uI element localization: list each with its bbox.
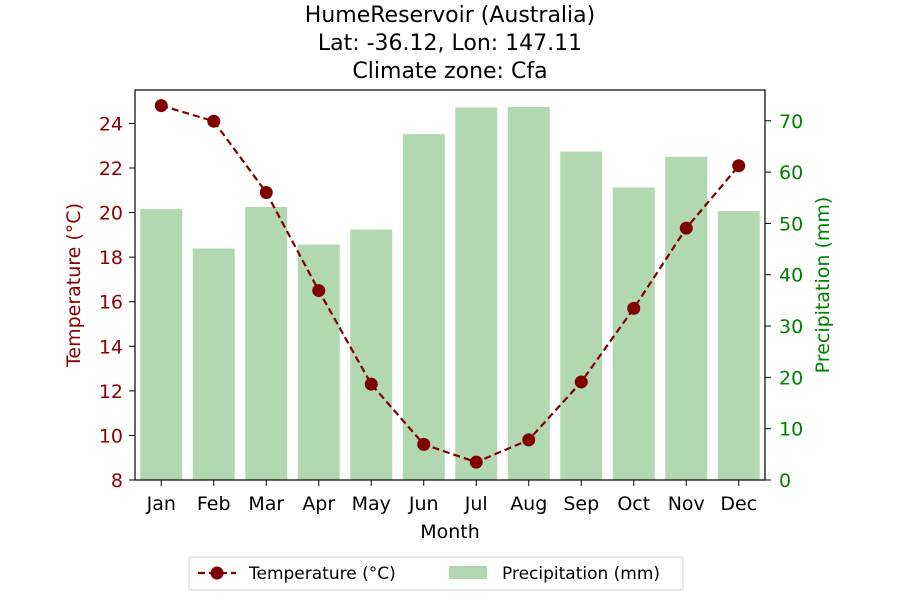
chart-title-line-2: Lat: -36.12, Lon: 147.11	[318, 31, 582, 56]
x-tick-label: May	[352, 493, 391, 515]
legend-precipitation-swatch	[449, 566, 487, 579]
precipitation-bar-may	[350, 229, 393, 480]
temperature-point-apr	[312, 284, 326, 298]
temperature-point-jul	[469, 455, 483, 469]
temperature-point-nov	[679, 221, 693, 235]
x-axis-label: Month	[420, 521, 480, 543]
left-y-tick-label: 24	[99, 113, 123, 135]
x-tick-label: Apr	[302, 493, 335, 515]
x-tick-label: Oct	[617, 493, 650, 515]
x-tick-label: Jul	[464, 493, 488, 515]
precipitation-bar-nov	[665, 156, 708, 481]
right-y-tick-label: 40	[779, 265, 803, 287]
precipitation-bar-apr	[297, 244, 340, 480]
x-tick-label: Jan	[146, 493, 176, 515]
left-y-tick-label: 8	[111, 470, 123, 492]
left-y-tick-label: 14	[99, 336, 123, 358]
precipitation-bar-jul	[455, 107, 498, 481]
x-tick-label: Jun	[408, 493, 439, 515]
right-y-tick-label: 50	[779, 213, 803, 235]
left-y-axis: 8 10 12 14 16 18 20 22 24	[99, 113, 135, 492]
precipitation-bar-feb	[192, 248, 235, 480]
temperature-point-aug	[522, 433, 536, 447]
legend-temperature-marker	[210, 566, 224, 580]
legend-temperature-label: Temperature (°C)	[248, 564, 396, 584]
temperature-point-may	[364, 377, 378, 391]
left-y-tick-label: 20	[99, 203, 123, 225]
temperature-point-mar	[259, 186, 273, 200]
right-y-tick-label: 60	[779, 162, 803, 184]
temperature-point-dec	[732, 159, 746, 173]
temperature-point-sep	[574, 375, 588, 389]
chart-title: HumeReservoir (Australia) Lat: -36.12, L…	[305, 3, 595, 84]
temperature-line	[154, 99, 746, 469]
plot-frame	[134, 89, 766, 481]
right-y-axis: 0 10 20 30 40 50 60 70	[765, 111, 803, 492]
right-y-tick-label: 70	[779, 111, 803, 133]
x-tick-label: Aug	[510, 493, 547, 515]
x-tick-label: Mar	[248, 493, 284, 515]
left-y-tick-label: 18	[99, 247, 123, 269]
precipitation-bar-aug	[507, 106, 550, 481]
right-y-tick-label: 20	[779, 367, 803, 389]
x-tick-label: Nov	[668, 493, 705, 515]
precipitation-bar-oct	[612, 187, 655, 480]
legend: Temperature (°C) Precipitation (mm)	[188, 556, 684, 591]
x-tick-label: Sep	[563, 493, 599, 515]
temperature-point-feb	[207, 114, 221, 128]
precipitation-bar-dec	[717, 211, 760, 480]
right-y-axis-label: Precipitation (mm)	[812, 197, 834, 374]
temperature-series-line	[160, 104, 740, 464]
left-y-axis-label: Temperature (°C)	[63, 203, 85, 368]
precipitation-bar-jun	[402, 134, 445, 480]
temperature-point-jun	[417, 437, 431, 451]
left-y-tick-label: 22	[99, 158, 123, 180]
right-y-tick-label: 30	[779, 316, 803, 338]
temperature-point-oct	[627, 301, 641, 315]
legend-frame	[188, 556, 684, 591]
legend-precipitation-label: Precipitation (mm)	[502, 564, 660, 584]
x-axis: Jan Feb Mar Apr May Jun Jul Aug Sep Oct Nov Dec	[146, 480, 757, 515]
x-tick-label: Dec	[720, 493, 757, 515]
precipitation-bar-jan	[140, 209, 183, 481]
right-y-tick-label: 10	[779, 419, 803, 441]
right-y-tick-label: 0	[779, 470, 791, 492]
chart-title-line-3: Climate zone: Cfa	[352, 59, 547, 84]
temperature-point-jan	[154, 99, 168, 113]
left-y-tick-label: 16	[99, 292, 123, 314]
precipitation-bars	[140, 106, 760, 481]
x-tick-label: Feb	[197, 493, 231, 515]
left-y-tick-label: 10	[99, 425, 123, 447]
precipitation-bar-mar	[245, 207, 288, 480]
left-y-tick-label: 12	[99, 381, 123, 403]
precipitation-bar-sep	[560, 151, 603, 480]
chart-title-line-1: HumeReservoir (Australia)	[305, 3, 595, 28]
